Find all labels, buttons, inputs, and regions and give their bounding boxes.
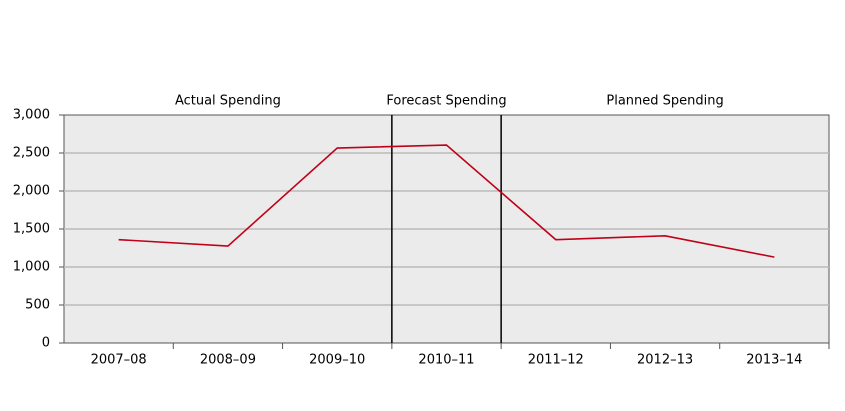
x-tick-label: 2010–11: [418, 353, 474, 368]
x-tick-label: 2008–09: [200, 353, 256, 368]
x-tick-label: 2012–13: [637, 353, 693, 368]
x-tick-label: 2013–14: [746, 353, 802, 368]
y-tick-label: 1,000: [13, 260, 50, 275]
y-tick-label: 500: [25, 298, 50, 313]
section-label: Actual Spending: [175, 94, 281, 109]
x-tick-label: 2009–10: [309, 353, 365, 368]
y-tick-label: 3,000: [13, 108, 50, 123]
x-tick-label: 2007–08: [91, 353, 147, 368]
section-label: Planned Spending: [606, 94, 723, 109]
section-label: Forecast Spending: [386, 94, 506, 109]
x-tick-label: 2011–12: [528, 353, 584, 368]
y-tick-label: 0: [42, 336, 50, 351]
line: [118, 144, 775, 258]
y-tick-label: 2,000: [13, 184, 50, 199]
y-tick-label: 2,500: [13, 146, 50, 161]
y-tick-label: 1,500: [13, 222, 50, 237]
